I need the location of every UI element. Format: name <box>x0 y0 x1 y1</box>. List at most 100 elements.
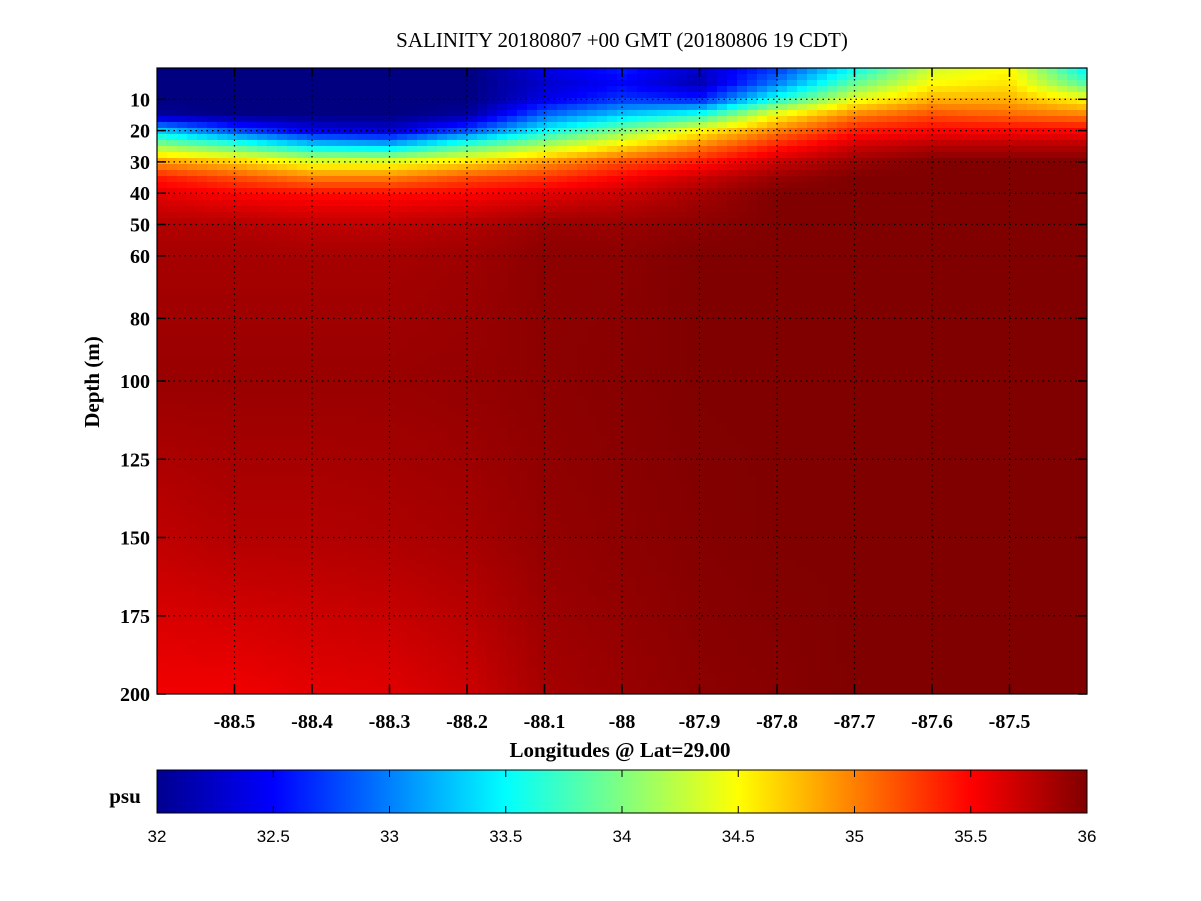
heatmap-cell <box>697 80 708 87</box>
heatmap-cell <box>947 326 958 333</box>
heatmap-cell <box>1057 128 1068 135</box>
heatmap-cell <box>157 224 168 231</box>
heatmap-cell <box>817 350 828 357</box>
heatmap-cell <box>597 266 608 273</box>
heatmap-cell <box>897 152 908 159</box>
heatmap-cell <box>877 248 888 255</box>
heatmap-cell <box>217 374 228 381</box>
heatmap-cell <box>167 368 178 375</box>
heatmap-cell <box>537 146 548 153</box>
heatmap-cell <box>567 290 578 297</box>
heatmap-cell <box>517 308 528 315</box>
heatmap-cell <box>1037 254 1048 261</box>
heatmap-cell <box>607 254 618 261</box>
heatmap-cell <box>577 188 588 195</box>
heatmap-cell <box>837 326 848 333</box>
heatmap-cell <box>197 356 208 363</box>
heatmap-cell <box>667 248 678 255</box>
heatmap-cell <box>297 338 308 345</box>
heatmap-cell <box>907 200 918 207</box>
heatmap-cell <box>597 260 608 267</box>
heatmap-cell <box>487 386 498 393</box>
heatmap-cell <box>187 356 198 363</box>
heatmap-cell <box>417 338 428 345</box>
heatmap-cell <box>187 272 198 279</box>
heatmap-cell <box>587 146 598 153</box>
heatmap-cell <box>537 248 548 255</box>
heatmap-cell <box>347 284 358 291</box>
heatmap-cell <box>987 326 998 333</box>
heatmap-cell <box>397 320 408 327</box>
heatmap-cell <box>167 158 178 165</box>
heatmap-cell <box>587 152 598 159</box>
heatmap-cell <box>667 194 678 201</box>
heatmap-cell <box>527 332 538 339</box>
heatmap-cell <box>847 218 858 225</box>
heatmap-cell <box>797 164 808 171</box>
heatmap-cell <box>727 176 738 183</box>
heatmap-cell <box>627 230 638 237</box>
heatmap-cell <box>607 380 618 387</box>
heatmap-cell <box>467 104 478 111</box>
heatmap-cell <box>907 290 918 297</box>
heatmap-cell <box>377 158 388 165</box>
heatmap-cell <box>507 86 518 93</box>
heatmap-cell <box>347 224 358 231</box>
heatmap-cell <box>167 254 178 261</box>
heatmap-cell <box>527 296 538 303</box>
heatmap-cell <box>337 314 348 321</box>
heatmap-cell <box>1047 200 1058 207</box>
heatmap-cell <box>277 182 288 189</box>
heatmap-cell <box>587 176 598 183</box>
heatmap-cell <box>287 218 298 225</box>
heatmap-cell <box>337 194 348 201</box>
heatmap-cell <box>987 338 998 345</box>
heatmap-cell <box>387 242 398 249</box>
heatmap-cell <box>297 134 308 141</box>
heatmap-cell <box>397 110 408 117</box>
heatmap-cell <box>1057 68 1068 75</box>
heatmap-cell <box>837 206 848 213</box>
heatmap-cell <box>857 320 868 327</box>
heatmap-cell <box>237 104 248 111</box>
heatmap-cell <box>897 380 908 387</box>
heatmap-cell <box>837 164 848 171</box>
heatmap-cell <box>507 350 518 357</box>
heatmap-cell <box>937 104 948 111</box>
heatmap-cell <box>667 200 678 207</box>
heatmap-cell <box>827 176 838 183</box>
heatmap-cell <box>1047 266 1058 273</box>
heatmap-cell <box>997 146 1008 153</box>
heatmap-cell <box>197 206 208 213</box>
heatmap-cell <box>597 176 608 183</box>
heatmap-cell <box>507 146 518 153</box>
heatmap-cell <box>637 86 648 93</box>
heatmap-cell <box>467 290 478 297</box>
heatmap-cell <box>957 188 968 195</box>
heatmap-cell <box>1017 188 1028 195</box>
heatmap-cell <box>367 278 378 285</box>
heatmap-cell <box>547 302 558 309</box>
heatmap-cell <box>337 338 348 345</box>
heatmap-cell <box>387 68 398 75</box>
heatmap-cell <box>597 380 608 387</box>
heatmap-cell <box>327 302 338 309</box>
heatmap-cell <box>897 182 908 189</box>
heatmap-cell <box>547 266 558 273</box>
heatmap-cell <box>397 368 408 375</box>
heatmap-cell <box>277 236 288 243</box>
heatmap-cell <box>537 368 548 375</box>
heatmap-cell <box>157 308 168 315</box>
heatmap-cell <box>557 344 568 351</box>
heatmap-cell <box>917 254 928 261</box>
heatmap-cell <box>227 344 238 351</box>
heatmap-cell <box>607 164 618 171</box>
heatmap-cell <box>227 278 238 285</box>
heatmap-cell <box>987 176 998 183</box>
heatmap-cell <box>747 272 758 279</box>
heatmap-cell <box>797 308 808 315</box>
heatmap-cell <box>457 344 468 351</box>
heatmap-cell <box>197 248 208 255</box>
heatmap-cell <box>607 344 618 351</box>
heatmap-cell <box>857 104 868 111</box>
